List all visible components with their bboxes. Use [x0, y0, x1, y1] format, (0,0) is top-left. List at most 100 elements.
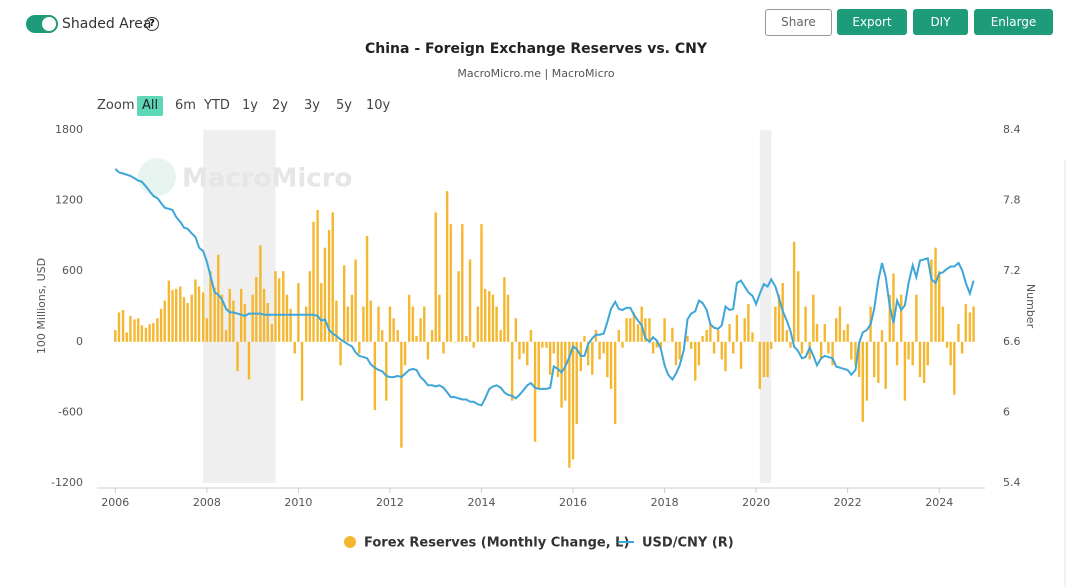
bar	[918, 341, 922, 378]
bar	[179, 286, 182, 342]
share-button[interactable]: Share	[765, 9, 832, 36]
bar	[274, 271, 277, 342]
bar	[819, 341, 823, 360]
x-tick-label: 2022	[834, 496, 862, 509]
zoom-option[interactable]: 6m	[175, 98, 196, 113]
watermark-logo	[138, 158, 176, 196]
bar	[476, 306, 480, 342]
bar	[792, 241, 796, 342]
zoom-option[interactable]: All	[137, 96, 164, 116]
bar	[171, 290, 174, 342]
bar	[289, 308, 292, 342]
bar	[895, 341, 899, 366]
x-tick-label: 2012	[376, 496, 404, 509]
bar	[392, 318, 395, 342]
bar	[403, 341, 407, 366]
bar	[380, 330, 384, 342]
bar	[591, 341, 594, 375]
bar	[247, 341, 251, 380]
bar	[148, 324, 151, 342]
y2-tick-label: 7.2	[1003, 264, 1021, 277]
bar	[152, 322, 155, 342]
bar	[373, 341, 377, 411]
bar	[674, 341, 678, 366]
bar	[586, 341, 590, 366]
zoom-option[interactable]: 2y	[272, 98, 288, 113]
bar	[201, 292, 205, 342]
bar	[938, 271, 941, 342]
zoom-option[interactable]: 10y	[366, 98, 391, 113]
bar	[461, 224, 464, 342]
bar	[426, 341, 430, 360]
legend-item[interactable]: Forex Reserves (Monthly Change, L)	[344, 536, 629, 551]
bar	[960, 341, 964, 354]
bar	[472, 341, 475, 348]
export-button[interactable]: Export	[837, 9, 907, 35]
bar	[964, 304, 967, 342]
bar	[720, 341, 724, 360]
bar	[342, 265, 346, 342]
bar	[815, 324, 819, 342]
watermark-text: MacroMicro	[182, 164, 352, 194]
y2-tick-label: 5.4	[1003, 476, 1021, 489]
enlarge-button[interactable]: Enlarge	[974, 9, 1053, 35]
bar	[735, 314, 739, 342]
bar	[743, 318, 746, 342]
bar	[877, 341, 880, 383]
bar	[900, 294, 903, 342]
bar	[377, 306, 380, 342]
bar	[636, 324, 640, 342]
zoom-option[interactable]: 3y	[304, 98, 320, 113]
bar	[774, 306, 777, 342]
bar	[762, 341, 766, 378]
zoom-option[interactable]: 5y	[336, 98, 352, 113]
bar	[159, 308, 163, 342]
zoom-option[interactable]: 1y	[242, 98, 258, 113]
x-tick-label: 2018	[651, 496, 679, 509]
bar	[182, 297, 186, 342]
bar	[190, 294, 193, 342]
legend-item[interactable]: USD/CNY (R)	[618, 536, 734, 551]
shaded-toggle[interactable]	[26, 15, 58, 33]
bar	[259, 245, 262, 342]
bar	[678, 341, 681, 360]
help-icon[interactable]: ?	[145, 17, 159, 31]
zoom-option[interactable]: YTD	[204, 98, 230, 113]
bar	[831, 341, 834, 366]
bar	[777, 294, 781, 342]
y2-tick-label: 6	[1003, 405, 1010, 418]
bar	[483, 288, 487, 342]
bar	[518, 341, 521, 360]
bar	[804, 306, 807, 342]
bar	[468, 259, 472, 342]
bar	[926, 341, 929, 366]
bar	[220, 294, 224, 342]
bar	[922, 341, 926, 383]
y-tick-label: 1200	[55, 194, 83, 207]
x-tick-label: 2016	[559, 496, 587, 509]
bar	[968, 312, 972, 342]
bar	[297, 282, 300, 342]
diy-button[interactable]: DIY	[913, 9, 968, 35]
watermark: MacroMicro	[138, 158, 352, 196]
bar	[163, 300, 166, 342]
bar	[949, 341, 952, 366]
bar	[144, 327, 148, 342]
y-axis-label: 100 Millions, USD	[35, 258, 48, 354]
bar	[560, 341, 563, 408]
bar	[911, 341, 914, 366]
chart-subtitle: MacroMicro.me | MacroMicro	[457, 67, 615, 80]
bar	[434, 212, 437, 342]
y-tick-label: -600	[58, 405, 83, 418]
bar	[423, 306, 426, 342]
bar	[167, 280, 171, 342]
y-tick-label: 1800	[55, 123, 83, 136]
bar	[537, 341, 540, 389]
bar	[651, 341, 655, 354]
bar	[854, 341, 857, 366]
bar	[548, 341, 552, 375]
bar	[770, 341, 773, 349]
bar	[282, 271, 285, 342]
bar	[701, 335, 704, 342]
bar	[747, 304, 750, 342]
